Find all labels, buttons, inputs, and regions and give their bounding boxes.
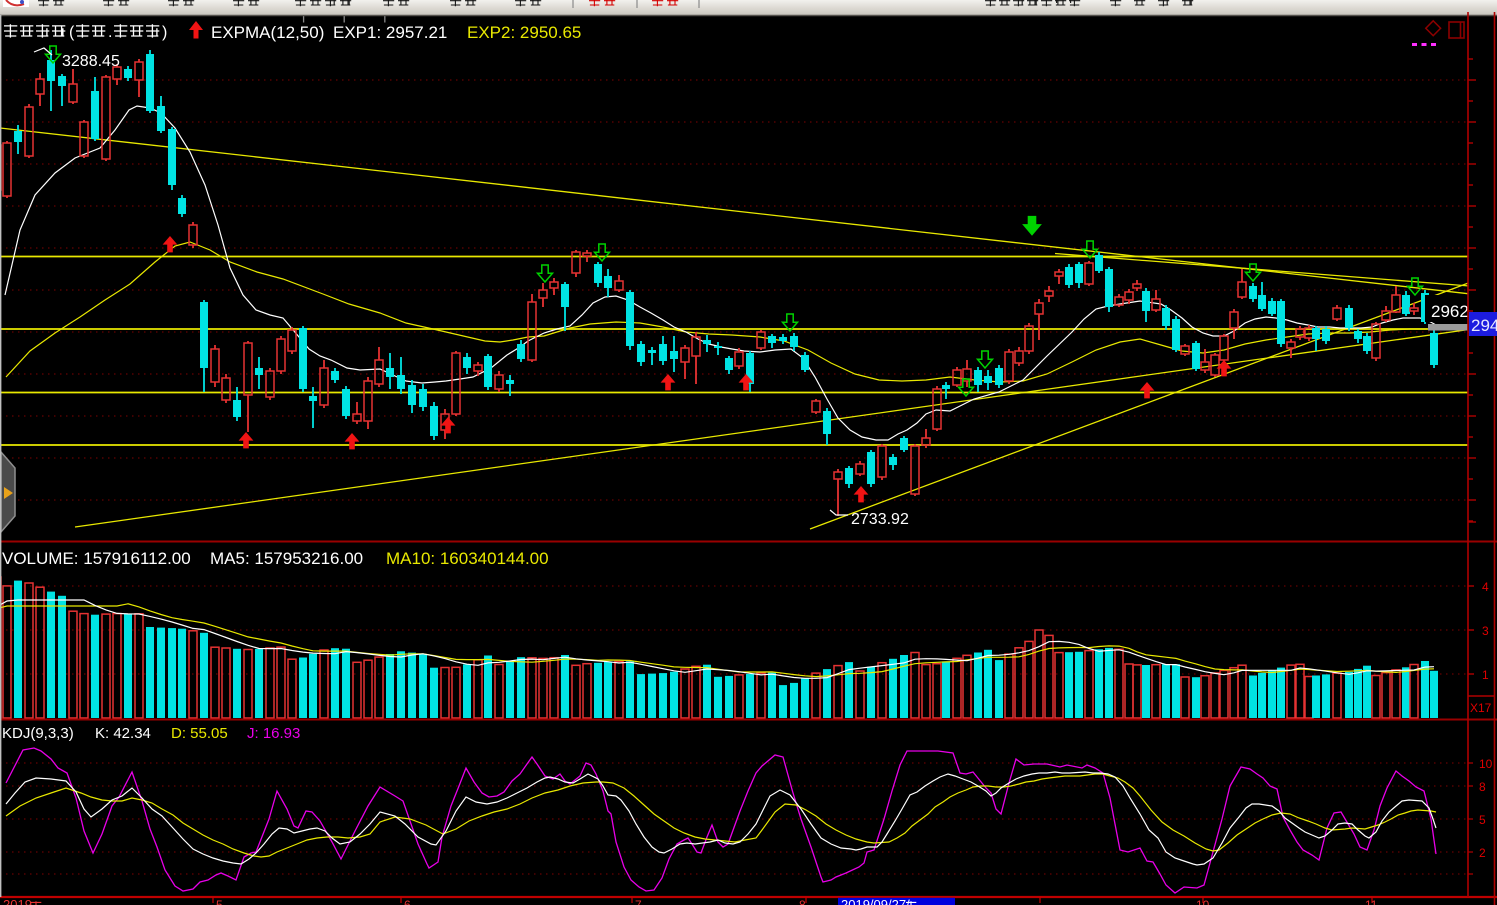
svg-text:MA10: 160340144.00: MA10: 160340144.00 [386,549,549,568]
svg-text:2: 2 [1479,846,1486,860]
svg-text:X17: X17 [1470,701,1492,715]
svg-text:EXPMA(12,50): EXPMA(12,50) [211,23,324,42]
svg-text:K: 42.34: K: 42.34 [95,725,151,742]
svg-text:3288.45: 3288.45 [62,53,120,70]
svg-text:8: 8 [1479,780,1486,794]
svg-text:2733.92: 2733.92 [851,511,909,528]
svg-text:4: 4 [1482,580,1489,594]
svg-text:(: ( [69,24,75,41]
svg-text:VOLUME: 157916112.00: VOLUME: 157916112.00 [2,549,191,568]
svg-text:2019: 2019 [3,897,32,905]
svg-text:11: 11 [1365,898,1378,905]
svg-text:6: 6 [404,898,411,905]
svg-text:2962: 2962 [1431,302,1469,321]
svg-text:8: 8 [799,898,806,905]
svg-text:.: . [108,24,112,41]
svg-text:MA5: 157953216.00: MA5: 157953216.00 [210,549,363,568]
svg-text:J: 16.93: J: 16.93 [247,725,300,742]
svg-text:7: 7 [635,898,642,905]
svg-text:5: 5 [216,898,223,905]
svg-text:D: 55.05: D: 55.05 [171,725,228,742]
svg-text:KDJ(9,3,3): KDJ(9,3,3) [2,725,74,742]
svg-text:EXP2: 2950.65: EXP2: 2950.65 [467,23,581,42]
svg-text:1: 1 [1482,668,1489,682]
svg-text:EXP1: 2957.21: EXP1: 2957.21 [333,23,447,42]
svg-text:3: 3 [1482,624,1489,638]
svg-text:5: 5 [1479,813,1486,827]
svg-text:2019/09/27/: 2019/09/27/ [841,897,910,905]
svg-text:10: 10 [1479,757,1493,771]
svg-text:2946: 2946 [1471,316,1497,335]
svg-text:): ) [162,24,167,41]
svg-text:10: 10 [1196,898,1210,905]
